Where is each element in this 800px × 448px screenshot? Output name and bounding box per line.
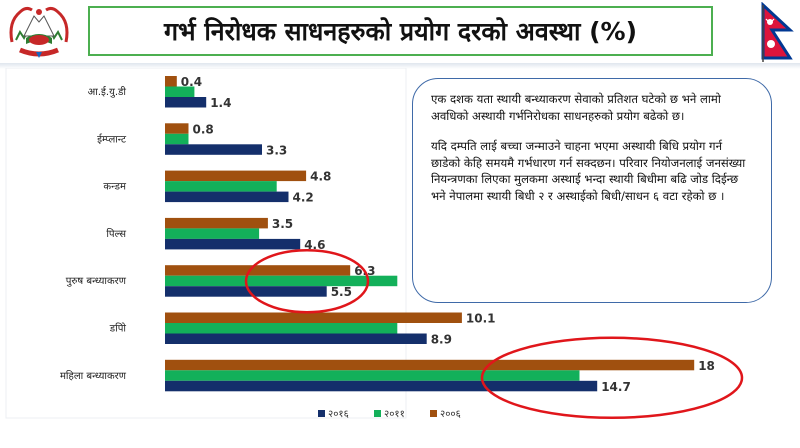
bar-२०११ (165, 275, 398, 287)
data-label: 4.6 (304, 238, 325, 252)
bar-२०१६ (165, 380, 598, 392)
legend-swatch (430, 410, 437, 417)
bar-२०१६ (165, 191, 289, 203)
bar-२०१६ (165, 286, 327, 297)
category-label: पिल्स (106, 228, 126, 240)
bar-२००६ (165, 312, 462, 323)
data-label: 4.2 (293, 191, 314, 205)
category-label: महिला बन्ध्याकरण (60, 370, 127, 382)
data-label: 5.5 (331, 285, 352, 299)
legend-swatch (374, 410, 381, 417)
category-label: कन्डम (103, 182, 127, 193)
legend-label: २००६ (440, 409, 461, 420)
page-title: गर्भ निरोधक साधनहरुको प्रयोग दरको अवस्था… (163, 17, 638, 46)
bar-२०११ (165, 370, 580, 381)
note-paragraph-2: यदि दम्पति लाई बच्चा जन्माउने चाहना भएमा… (431, 139, 746, 203)
highlight-ellipse (244, 248, 370, 314)
data-label: 1.4 (210, 96, 231, 110)
header-divider (0, 63, 800, 69)
bar-२००६ (165, 76, 177, 87)
bar-२००६ (165, 265, 351, 276)
bar-२०११ (165, 86, 195, 97)
plot-frame (5, 68, 407, 419)
bar-२०१६ (165, 238, 301, 250)
bar-२०११ (165, 181, 277, 192)
highlight-ellipse (480, 336, 744, 420)
note-paragraph-1: एक दशक यता स्थायी बन्ध्याकरण सेवाको प्रत… (431, 92, 721, 123)
data-label: 0.8 (193, 122, 214, 136)
category-label: डपिो (109, 323, 127, 335)
bar-२००६ (165, 359, 695, 371)
legend-swatch (318, 410, 325, 417)
data-label: 18 (698, 359, 715, 373)
data-label: 14.7 (601, 380, 631, 394)
data-label: 3.3 (266, 143, 287, 157)
legend-label: २०११ (384, 409, 405, 420)
bar-२०११ (165, 228, 260, 239)
data-label: 3.5 (272, 217, 293, 231)
data-label: 8.9 (431, 333, 452, 347)
nepal-flag-icon (760, 1, 794, 62)
data-label: 10.1 (466, 312, 496, 326)
bar-२०१६ (165, 333, 427, 344)
bar-२०१६ (165, 97, 207, 108)
bar-२००६ (165, 170, 307, 182)
bar-२००६ (165, 123, 189, 134)
note-callout: एक दशक यता स्थायी बन्ध्याकरण सेवाको प्रत… (412, 78, 772, 303)
category-label: ईम्प्लान्ट (97, 133, 127, 145)
data-label: 0.4 (181, 75, 202, 89)
bar-२००६ (165, 217, 268, 229)
nepal-emblem-icon (6, 2, 72, 62)
bar-२०११ (165, 133, 189, 145)
category-label: आ.ई.यु.डी (88, 86, 127, 98)
data-label: 4.8 (310, 170, 331, 184)
bar-२०१६ (165, 144, 262, 155)
bar-chart: आ.ई.यु.डी 0.4 1.4 ईम्प्लान्ट 0.8 3.3 कन्डम 4.8 4… (5, 68, 744, 420)
legend-label: २०१६ (328, 409, 349, 420)
category-label: पुरुष बन्ध्याकरण (66, 276, 127, 287)
bar-२०११ (165, 323, 398, 334)
title-banner: गर्भ निरोधक साधनहरुको प्रयोग दरको अवस्था… (88, 6, 713, 56)
